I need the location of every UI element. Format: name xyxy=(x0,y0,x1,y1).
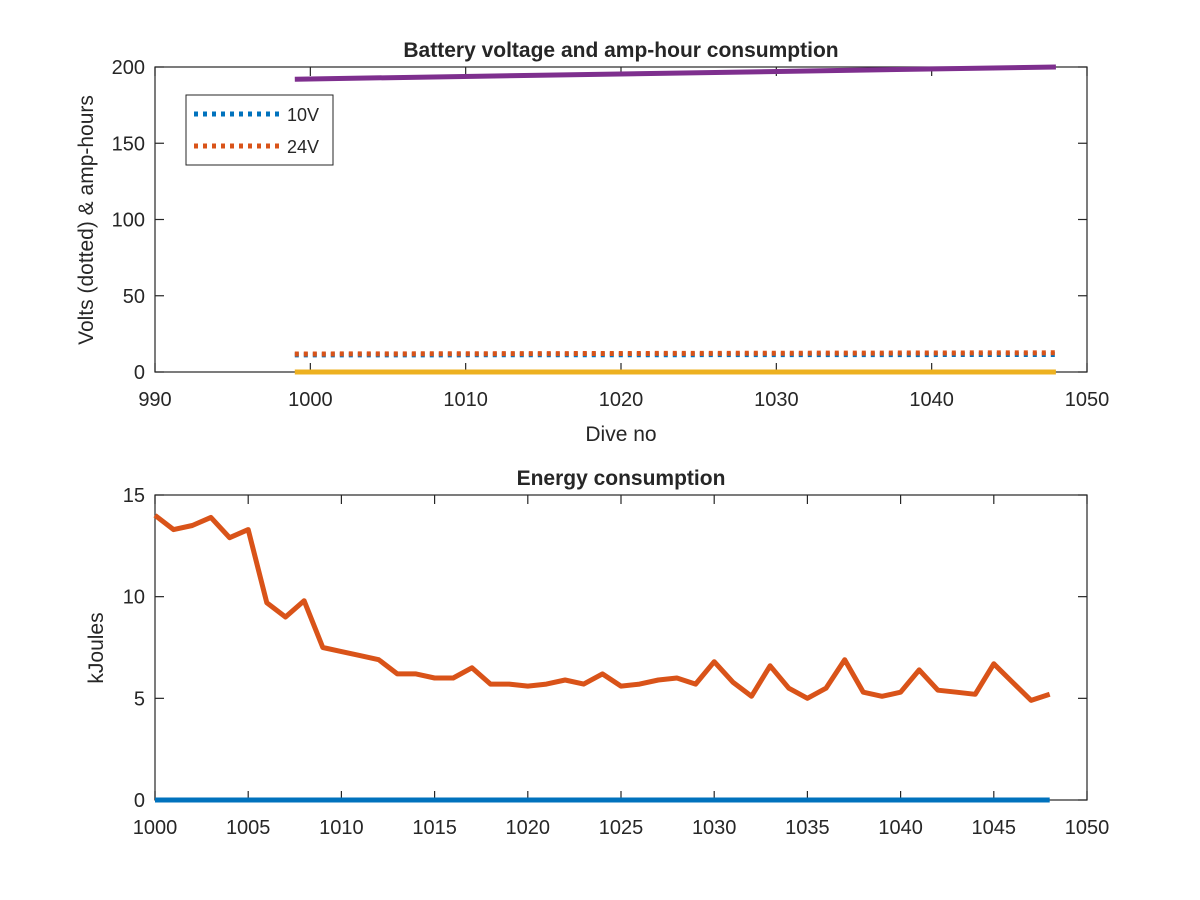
voltage-y-tick-label: 150 xyxy=(112,133,145,155)
energy-ticks: 1000 1005 1010 1015 1020 1025 1030 1035 1040 1045… xyxy=(123,485,1110,839)
energy-chart-title: Energy consumption xyxy=(517,467,726,490)
energy-plot-area xyxy=(154,494,1088,801)
voltage-x-tick-label: 1000 xyxy=(288,389,333,411)
energy-x-tick-label: 1050 xyxy=(1065,817,1110,839)
voltage-x-tick-label: 1040 xyxy=(909,389,954,411)
voltage-x-tick-label: 990 xyxy=(138,389,171,411)
energy-x-tick-label: 1045 xyxy=(972,817,1017,839)
energy-x-tick-label: 1020 xyxy=(506,817,551,839)
energy-line-series-1 xyxy=(153,513,1051,703)
voltage-series xyxy=(294,64,1056,375)
energy-series xyxy=(153,513,1051,803)
energy-y-tick-label: 10 xyxy=(123,587,145,609)
voltage-y-tick-label: 200 xyxy=(112,57,145,79)
energy-x-tick-label: 1035 xyxy=(785,817,830,839)
voltage-y-axis-label: Volts (dotted) & amp-hours xyxy=(75,95,98,345)
voltage-x-tick-label: 1050 xyxy=(1065,389,1110,411)
voltage-y-tick-label: 100 xyxy=(112,210,145,232)
voltage-y-tick-label: 50 xyxy=(123,286,145,308)
legend-label-24v: 24V xyxy=(287,137,319,157)
legend: 10V 24V xyxy=(185,94,334,166)
energy-x-tick-label: 1025 xyxy=(599,817,644,839)
voltage-x-tick-label: 1030 xyxy=(754,389,799,411)
energy-y-tick-label: 5 xyxy=(134,688,145,710)
legend-box xyxy=(185,94,334,166)
energy-x-tick-label: 1010 xyxy=(319,817,364,839)
energy-x-tick-label: 1015 xyxy=(412,817,457,839)
energy-y-tick-label: 15 xyxy=(123,485,145,507)
energy-y-tick-label: 0 xyxy=(134,790,145,812)
energy-x-tick-label: 1040 xyxy=(878,817,923,839)
energy-x-tick-label: 1000 xyxy=(133,817,178,839)
voltage-line-series-3 xyxy=(294,64,1056,82)
energy-panel: 1000 1005 1010 1015 1020 1025 1030 1035 1040 1045… xyxy=(85,467,1109,839)
voltage-x-tick-label: 1020 xyxy=(599,389,644,411)
voltage-x-axis-label: Dive no xyxy=(585,423,656,446)
voltage-ticks: 990 1000 1010 1020 1030 1040 1050 0 50 100 150 200 xyxy=(112,57,1110,411)
energy-x-tick-label: 1030 xyxy=(692,817,737,839)
energy-x-tick-label: 1005 xyxy=(226,817,271,839)
voltage-x-tick-label: 1010 xyxy=(443,389,488,411)
voltage-line-24v xyxy=(294,350,1056,357)
voltage-panel: 990 1000 1010 1020 1030 1040 1050050100150200 … xyxy=(75,39,1109,446)
voltage-chart-title: Battery voltage and amp-hour consumption xyxy=(403,39,838,62)
voltage-y-tick-label: 0 xyxy=(134,362,145,384)
legend-label-10v: 10V xyxy=(287,105,319,125)
energy-y-axis-label: kJoules xyxy=(85,612,108,683)
